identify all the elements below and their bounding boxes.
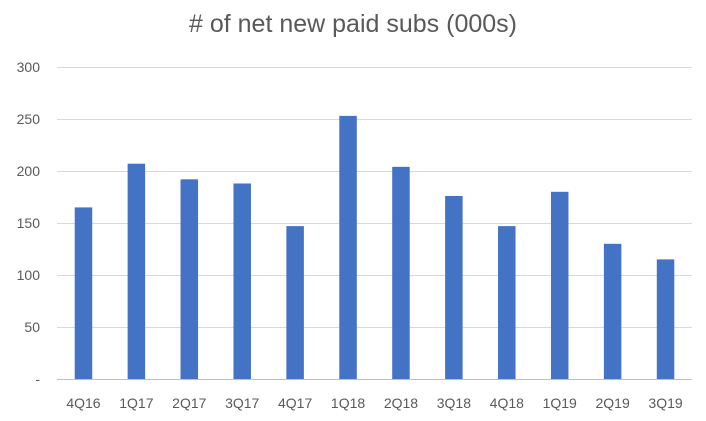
x-tick-label: 4Q17 bbox=[278, 395, 312, 411]
x-tick-label: 2Q19 bbox=[596, 395, 630, 411]
y-tick-label: 50 bbox=[24, 319, 40, 335]
bar-4q18 bbox=[498, 226, 516, 379]
y-tick-label: 200 bbox=[17, 163, 41, 179]
chart-title: # of net new paid subs (000s) bbox=[189, 10, 517, 38]
x-tick-label: 3Q19 bbox=[648, 395, 682, 411]
gridlines bbox=[57, 67, 692, 380]
bar-3q18 bbox=[445, 195, 463, 379]
y-tick-label: - bbox=[35, 371, 40, 387]
bar-1q17 bbox=[127, 163, 146, 379]
y-axis-ticks: - 50 100 150 200 250 300 bbox=[17, 59, 41, 387]
x-tick-label: 1Q17 bbox=[119, 395, 153, 411]
x-tick-label: 1Q18 bbox=[331, 395, 365, 411]
y-tick-label: 250 bbox=[17, 111, 41, 127]
x-tick-label: 3Q18 bbox=[437, 395, 471, 411]
bar-3q17 bbox=[233, 183, 251, 379]
bar-2q19 bbox=[603, 243, 622, 379]
bar-4q16 bbox=[74, 207, 93, 379]
bars bbox=[74, 115, 675, 379]
x-tick-label: 2Q17 bbox=[172, 395, 206, 411]
x-tick-label: 2Q18 bbox=[384, 395, 418, 411]
bar-2q17 bbox=[180, 179, 199, 379]
y-tick-label: 150 bbox=[17, 215, 41, 231]
bar-2q18 bbox=[392, 166, 410, 379]
y-tick-label: 100 bbox=[17, 267, 41, 283]
x-axis-ticks: 4Q16 1Q17 2Q17 3Q17 4Q17 1Q18 2Q18 3Q18 4Q18 1Q19… bbox=[66, 395, 683, 411]
x-tick-label: 3Q17 bbox=[225, 395, 259, 411]
bar-3q19 bbox=[656, 259, 675, 379]
bar-1q19 bbox=[550, 191, 569, 379]
bar-1q18 bbox=[339, 115, 357, 379]
x-tick-label: 4Q18 bbox=[490, 395, 524, 411]
x-tick-label: 4Q16 bbox=[66, 395, 100, 411]
x-tick-label: 1Q19 bbox=[543, 395, 577, 411]
y-tick-label: 300 bbox=[17, 59, 41, 75]
bar-4q17 bbox=[286, 226, 304, 379]
